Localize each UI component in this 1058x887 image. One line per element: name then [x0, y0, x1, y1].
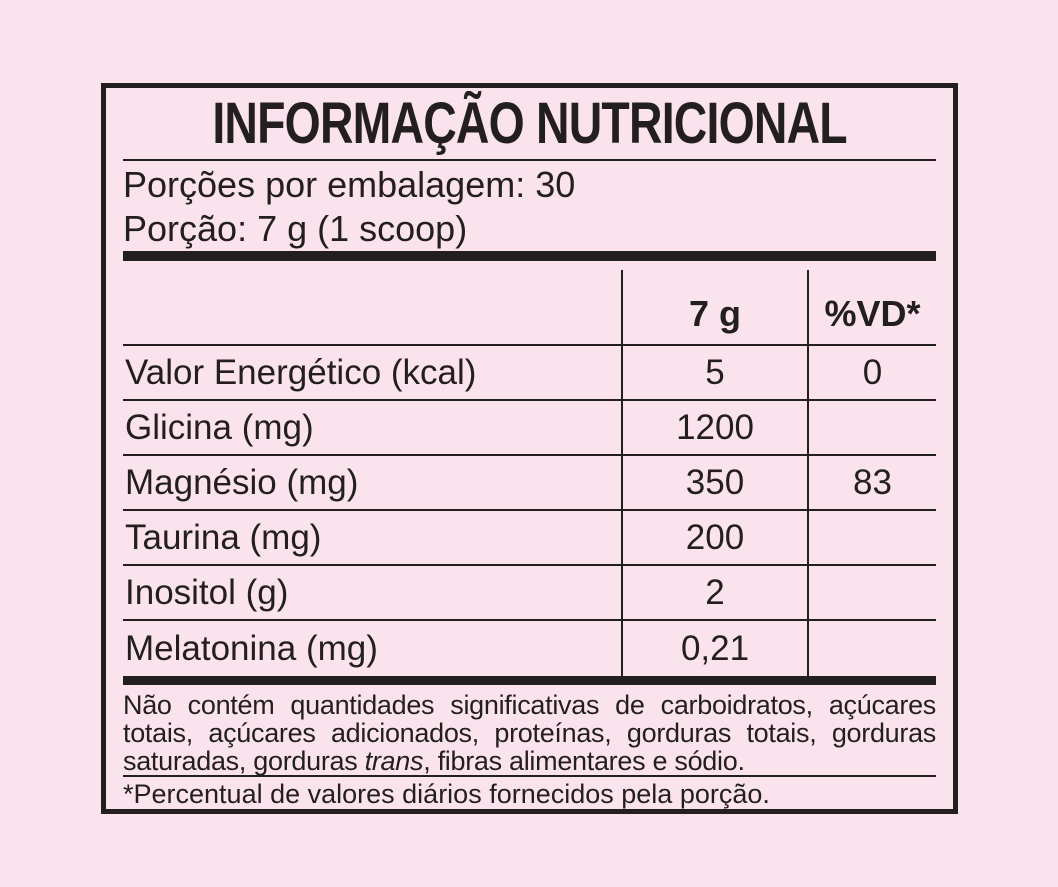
table-row-melatonina: Melatonina (mg) 0,21 — [123, 621, 936, 676]
nutrient-amount: 5 — [621, 346, 807, 399]
nutrient-name: Inositol (g) — [125, 572, 289, 612]
nutrient-amount: 350 — [621, 456, 807, 509]
nutrient-name: Glicina (mg) — [125, 407, 314, 447]
table-row-valor-energetico: Valor Energético (kcal) 5 0 — [123, 346, 936, 401]
nutrient-amount: 2 — [621, 566, 807, 619]
servings-per-package: Porções por embalagem: 30 — [123, 164, 576, 205]
nutrient-daily-value — [807, 401, 936, 454]
nutrient-amount: 0,21 — [621, 621, 807, 676]
disclaimer-italic-trans: trans — [364, 746, 424, 776]
disclaimer-text: Não contém quantidades significativas de… — [123, 691, 936, 775]
header-amount-cell: 7 g — [621, 270, 807, 344]
title-divider — [123, 159, 936, 161]
nutrient-name: Magnésio (mg) — [125, 462, 359, 502]
header-daily-value-cell: %VD* — [807, 270, 936, 344]
label-title: INFORMAÇÃO NUTRICIONAL — [212, 91, 847, 156]
disclaimer-part2: , fibras alimentares e sódio. — [423, 746, 745, 776]
nutrient-name: Valor Energético (kcal) — [125, 352, 477, 392]
nutrient-amount: 1200 — [621, 401, 807, 454]
label-header: INFORMAÇÃO NUTRICIONAL — [123, 88, 936, 159]
table-row-taurina: Taurina (mg) 200 — [123, 511, 936, 566]
footnote-divider — [123, 775, 936, 777]
disclaimer-part1: Não contém quantidades significativas de… — [123, 690, 936, 776]
nutrient-daily-value — [807, 621, 936, 676]
thick-divider-bottom — [123, 676, 936, 685]
table-row-inositol: Inositol (g) 2 — [123, 566, 936, 621]
thick-divider-top — [123, 251, 936, 261]
nutrient-name: Melatonina (mg) — [125, 628, 378, 668]
table-row-glicina: Glicina (mg) 1200 — [123, 401, 936, 456]
footnote-text: *Percentual de valores diários fornecido… — [123, 779, 770, 809]
nutrient-amount: 200 — [621, 511, 807, 564]
table-row-magnesio: Magnésio (mg) 350 83 — [123, 456, 936, 511]
nutrition-label: INFORMAÇÃO NUTRICIONAL Porções por embal… — [101, 83, 958, 814]
nutrient-daily-value: 83 — [807, 456, 936, 509]
nutrient-daily-value: 0 — [807, 346, 936, 399]
nutrient-name: Taurina (mg) — [125, 517, 322, 557]
table-header-row: 7 g %VD* — [123, 270, 936, 346]
nutrient-daily-value — [807, 511, 936, 564]
nutrition-table: 7 g %VD* Valor Energético (kcal) 5 0 Gli… — [123, 270, 936, 676]
package-info: Porções por embalagem: 30 Porção: 7 g (1… — [123, 163, 936, 251]
nutrient-daily-value — [807, 566, 936, 619]
header-nutrient-cell — [123, 270, 621, 344]
portion-size: Porção: 7 g (1 scoop) — [123, 208, 468, 249]
